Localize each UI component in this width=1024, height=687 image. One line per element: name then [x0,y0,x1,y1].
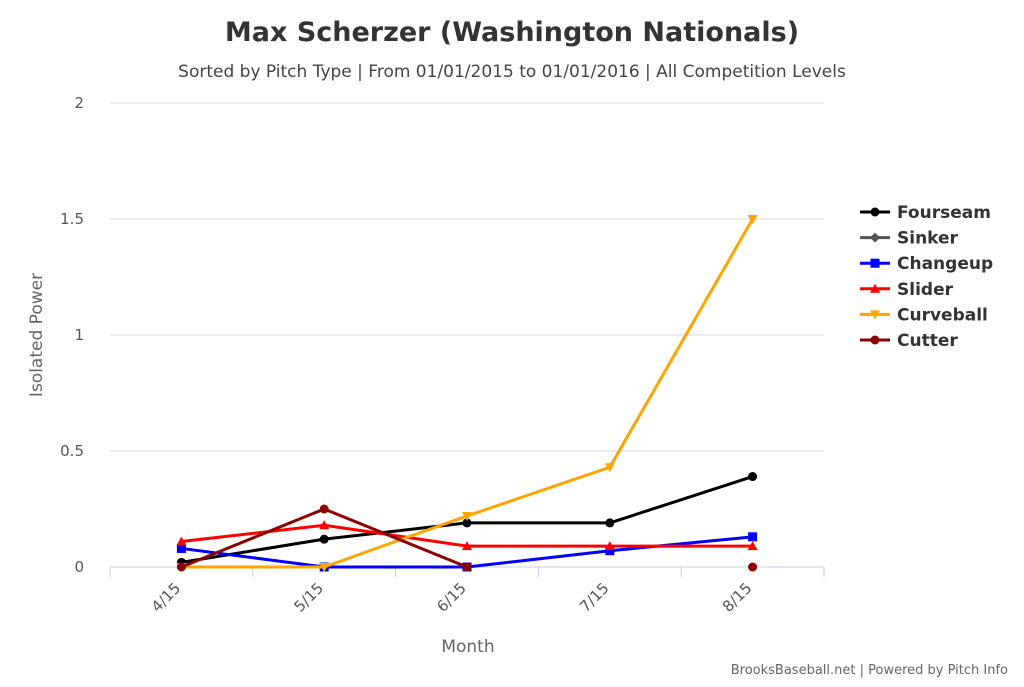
series-curveball [176,215,758,572]
data-point-changeup [176,543,186,553]
legend-marker [870,283,880,293]
x-tick-label: 6/15 [433,579,470,616]
series-cutter [176,504,758,572]
legend-label: Curveball [897,305,988,325]
data-point-curveball [462,511,472,521]
data-point-cutter [462,562,472,572]
data-point-slider [462,541,472,551]
data-point-cutter [319,504,329,514]
y-axis-title: Isolated Power [27,273,47,397]
x-tick-label: 7/15 [576,579,613,616]
y-tick-label: 0.5 [60,442,84,460]
data-point-slider [176,536,187,546]
legend-marker [870,232,880,243]
data-point-fourseam [462,518,472,528]
data-point-fourseam [605,518,615,528]
legend-label: Changeup [897,254,993,274]
y-tick-label: 1.5 [60,210,84,228]
data-point-slider [319,520,330,530]
grid [110,102,824,452]
y-tick-label: 0 [74,558,84,576]
data-point-fourseam [748,472,758,482]
legend-item-curveball[interactable]: Curveball [860,305,988,325]
legend-item-cutter[interactable]: Cutter [860,331,958,351]
y-tick-label: 2 [74,94,84,112]
data-point-slider [604,541,615,551]
legend-marker [870,335,880,345]
data-point-curveball [604,463,615,473]
data-point-changeup [748,532,758,542]
chart-title: Max Scherzer (Washington Nationals) [225,17,799,48]
y-tick-label: 1 [74,326,84,344]
x-axis-title: Month [441,637,494,657]
data-point-cutter [748,562,758,572]
series-slider [176,520,758,551]
legend-label: Cutter [897,331,958,351]
credits: BrooksBaseball.net | Powered by Pitch In… [731,663,1008,678]
x-tick-label: 8/15 [719,579,756,616]
legend-marker [870,258,880,268]
data-point-cutter [176,562,186,572]
data-point-fourseam [319,534,329,544]
series-group [176,215,758,572]
data-point-curveball [319,563,330,572]
legend-label: Sinker [897,229,959,249]
legend-label: Slider [897,280,954,300]
legend-item-sinker[interactable]: Sinker [860,229,959,249]
legend-marker [870,207,880,217]
data-point-slider [747,541,758,551]
y-axis: 0 0.5 1 1.5 2 [60,94,84,576]
chart-subtitle: Sorted by Pitch Type | From 01/01/2015 t… [178,62,846,82]
legend: Fourseam Sinker Changeup Slider Curveball Cut… [860,203,993,351]
data-point-changeup [605,546,615,556]
legend-item-slider[interactable]: Slider [860,280,954,300]
legend-marker [870,310,880,320]
x-tick-label: 4/15 [148,579,185,616]
x-tick-label: 5/15 [290,579,327,616]
legend-item-changeup[interactable]: Changeup [860,254,993,274]
x-axis: 4/15 5/15 6/15 7/15 8/15 [109,566,825,616]
legend-label: Fourseam [897,203,991,223]
data-point-curveball [747,215,758,224]
legend-item-fourseam[interactable]: Fourseam [860,203,991,223]
